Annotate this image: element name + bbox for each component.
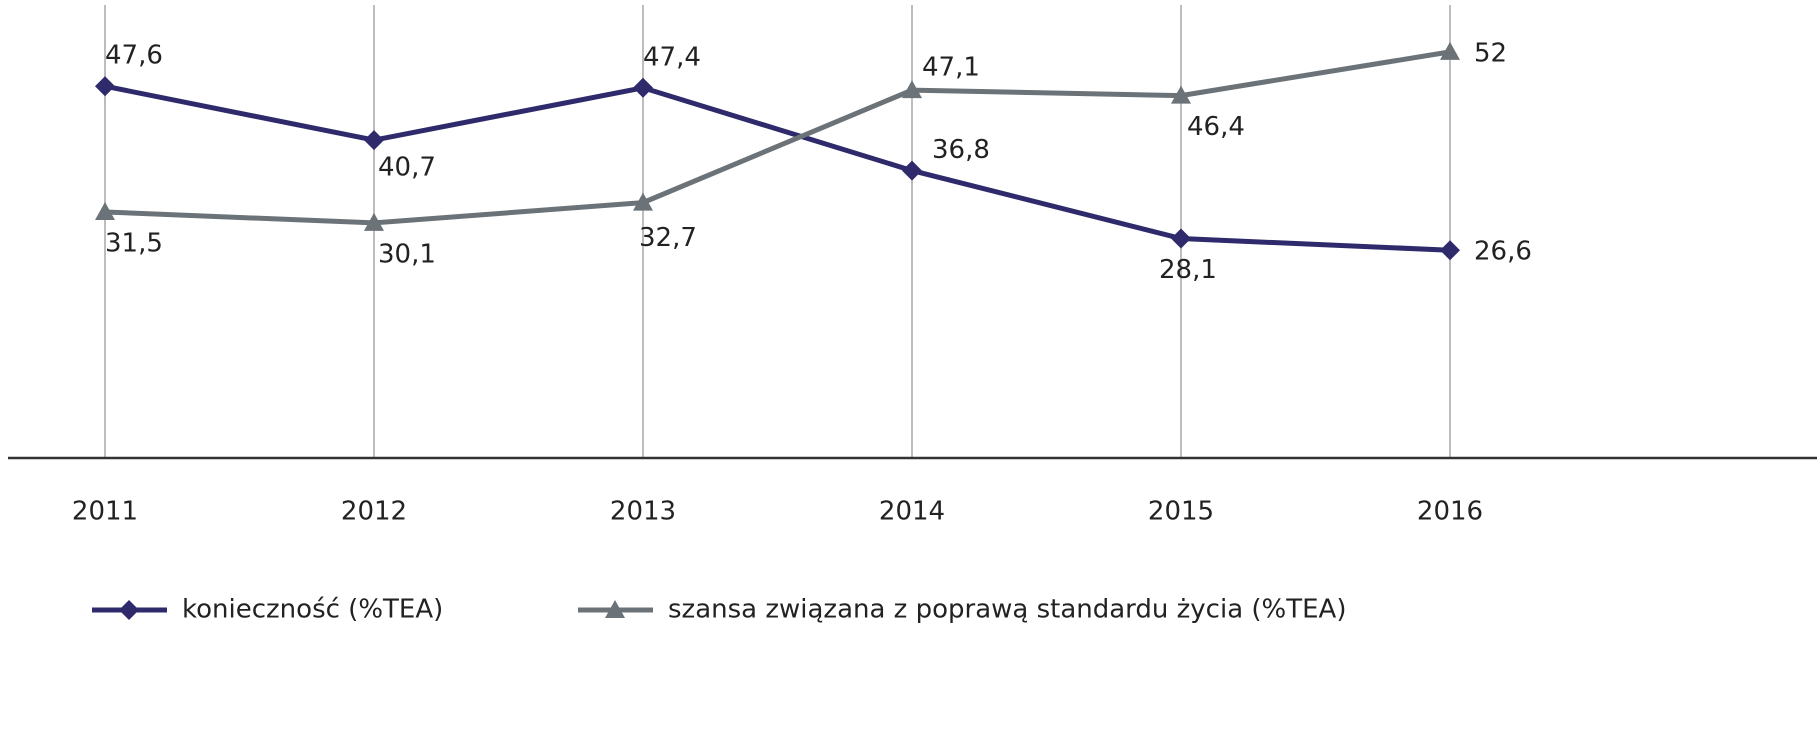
x-tick-label: 2011 <box>72 497 138 527</box>
data-label: 36,8 <box>932 135 990 165</box>
data-label: 30,1 <box>378 239 436 269</box>
x-tick-label: 2014 <box>879 497 945 527</box>
data-label: 46,4 <box>1187 112 1245 142</box>
x-tick-label: 2013 <box>610 497 676 527</box>
legend-marker <box>605 600 625 618</box>
point-marker <box>902 80 922 99</box>
point-marker <box>364 130 384 151</box>
series-line <box>104 83 1451 253</box>
point-marker <box>633 192 653 211</box>
point-marker <box>1171 85 1191 104</box>
data-label: 28,1 <box>1159 255 1217 285</box>
x-tick-label: 2012 <box>341 497 407 527</box>
data-label: 26,6 <box>1474 237 1532 267</box>
legend-label: szansa związana z poprawą standardu życi… <box>668 595 1347 625</box>
point-marker <box>95 201 115 220</box>
point-marker <box>1440 240 1460 261</box>
data-label: 31,5 <box>105 228 163 258</box>
data-label: 32,7 <box>639 223 697 253</box>
point-marker <box>633 77 653 98</box>
data-label: 47,4 <box>643 42 701 72</box>
point-marker <box>95 76 115 97</box>
data-label: 47,6 <box>105 41 163 71</box>
point-marker <box>902 160 922 181</box>
point-marker <box>1171 228 1191 249</box>
data-label: 52 <box>1474 38 1507 68</box>
legend-marker <box>119 600 139 620</box>
point-marker <box>364 212 384 231</box>
x-tick-label: 2015 <box>1148 497 1214 527</box>
point-marker <box>1440 41 1460 60</box>
series-line <box>104 49 1451 226</box>
legend-label: konieczność (%TEA) <box>182 595 443 625</box>
data-label: 40,7 <box>378 153 436 183</box>
x-tick-label: 2016 <box>1417 497 1483 527</box>
data-label: 47,1 <box>922 53 980 83</box>
